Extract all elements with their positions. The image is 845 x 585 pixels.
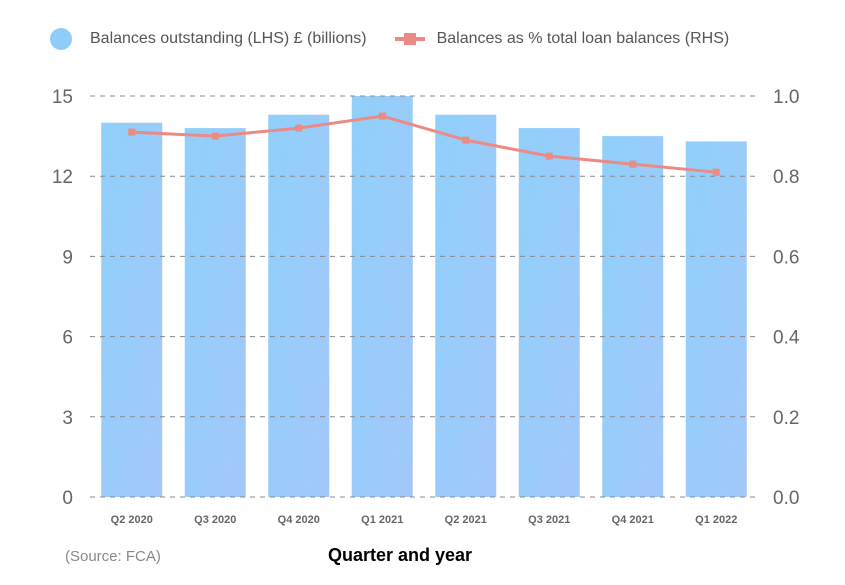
x-tick-label: Q2 2021 [445,514,487,526]
legend-item-line: Balances as % total loan balances (RHS) [394,28,730,50]
line-point-q4-2021 [629,160,637,168]
source-note: (Source: FCA) [65,548,161,565]
y-tick-label-left: 12 [52,167,73,188]
y-tick-label-left: 3 [62,408,73,429]
bar-q1-2022 [685,141,747,498]
line-point-q2-2020 [128,128,136,136]
bar-q4-2021 [602,136,664,497]
y-tick-label-left: 9 [62,247,73,268]
line-point-q1-2022 [712,168,720,176]
bar-q2-2021 [435,114,497,498]
bar-q4-2020 [268,114,330,498]
x-tick-label: Q1 2021 [361,514,403,526]
legend-bars-label: Balances outstanding (LHS) £ (billions) [90,30,367,47]
y-tick-label-left: 0 [62,488,73,509]
y-tick-label-right: 0.2 [773,408,799,429]
legend-item-bars: Balances outstanding (LHS) £ (billions) [50,28,367,50]
line-point-q2-2021 [462,136,470,144]
chart-legend: Balances outstanding (LHS) £ (billions) … [50,28,757,50]
line-series [131,114,717,174]
y-tick-label-right: 0.8 [773,167,799,188]
y-tick-label-left: 15 [52,87,73,108]
y-tick-label-right: 0.6 [773,247,799,268]
line-point-q3-2020 [211,132,219,140]
bar-q3-2021 [518,128,580,497]
bar-q3-2020 [184,128,246,497]
x-tick-label: Q1 2022 [695,514,737,526]
legend-line-label: Balances as % total loan balances (RHS) [436,30,730,47]
x-tick-label: Q2 2020 [111,514,153,526]
x-tick-label: Q3 2020 [194,514,236,526]
y-tick-label-right: 0.4 [773,328,800,349]
x-tick-label: Q3 2021 [528,514,570,526]
y-tick-label-right: 0.0 [773,488,799,509]
legend-bar-swatch [50,28,72,50]
x-axis-title: Quarter and year [328,545,473,565]
y-tick-label-right: 1.0 [773,87,799,108]
line-point-q3-2021 [545,152,553,160]
x-tick-label: Q4 2021 [612,514,654,526]
bar-q2-2020 [101,122,163,497]
legend-line-swatch [394,28,425,50]
bar-q1-2021 [351,96,413,497]
line-point-q1-2021 [378,112,386,120]
line-point-q4-2020 [295,124,303,132]
x-tick-label: Q4 2020 [278,514,320,526]
y-tick-label-left: 6 [62,328,73,349]
